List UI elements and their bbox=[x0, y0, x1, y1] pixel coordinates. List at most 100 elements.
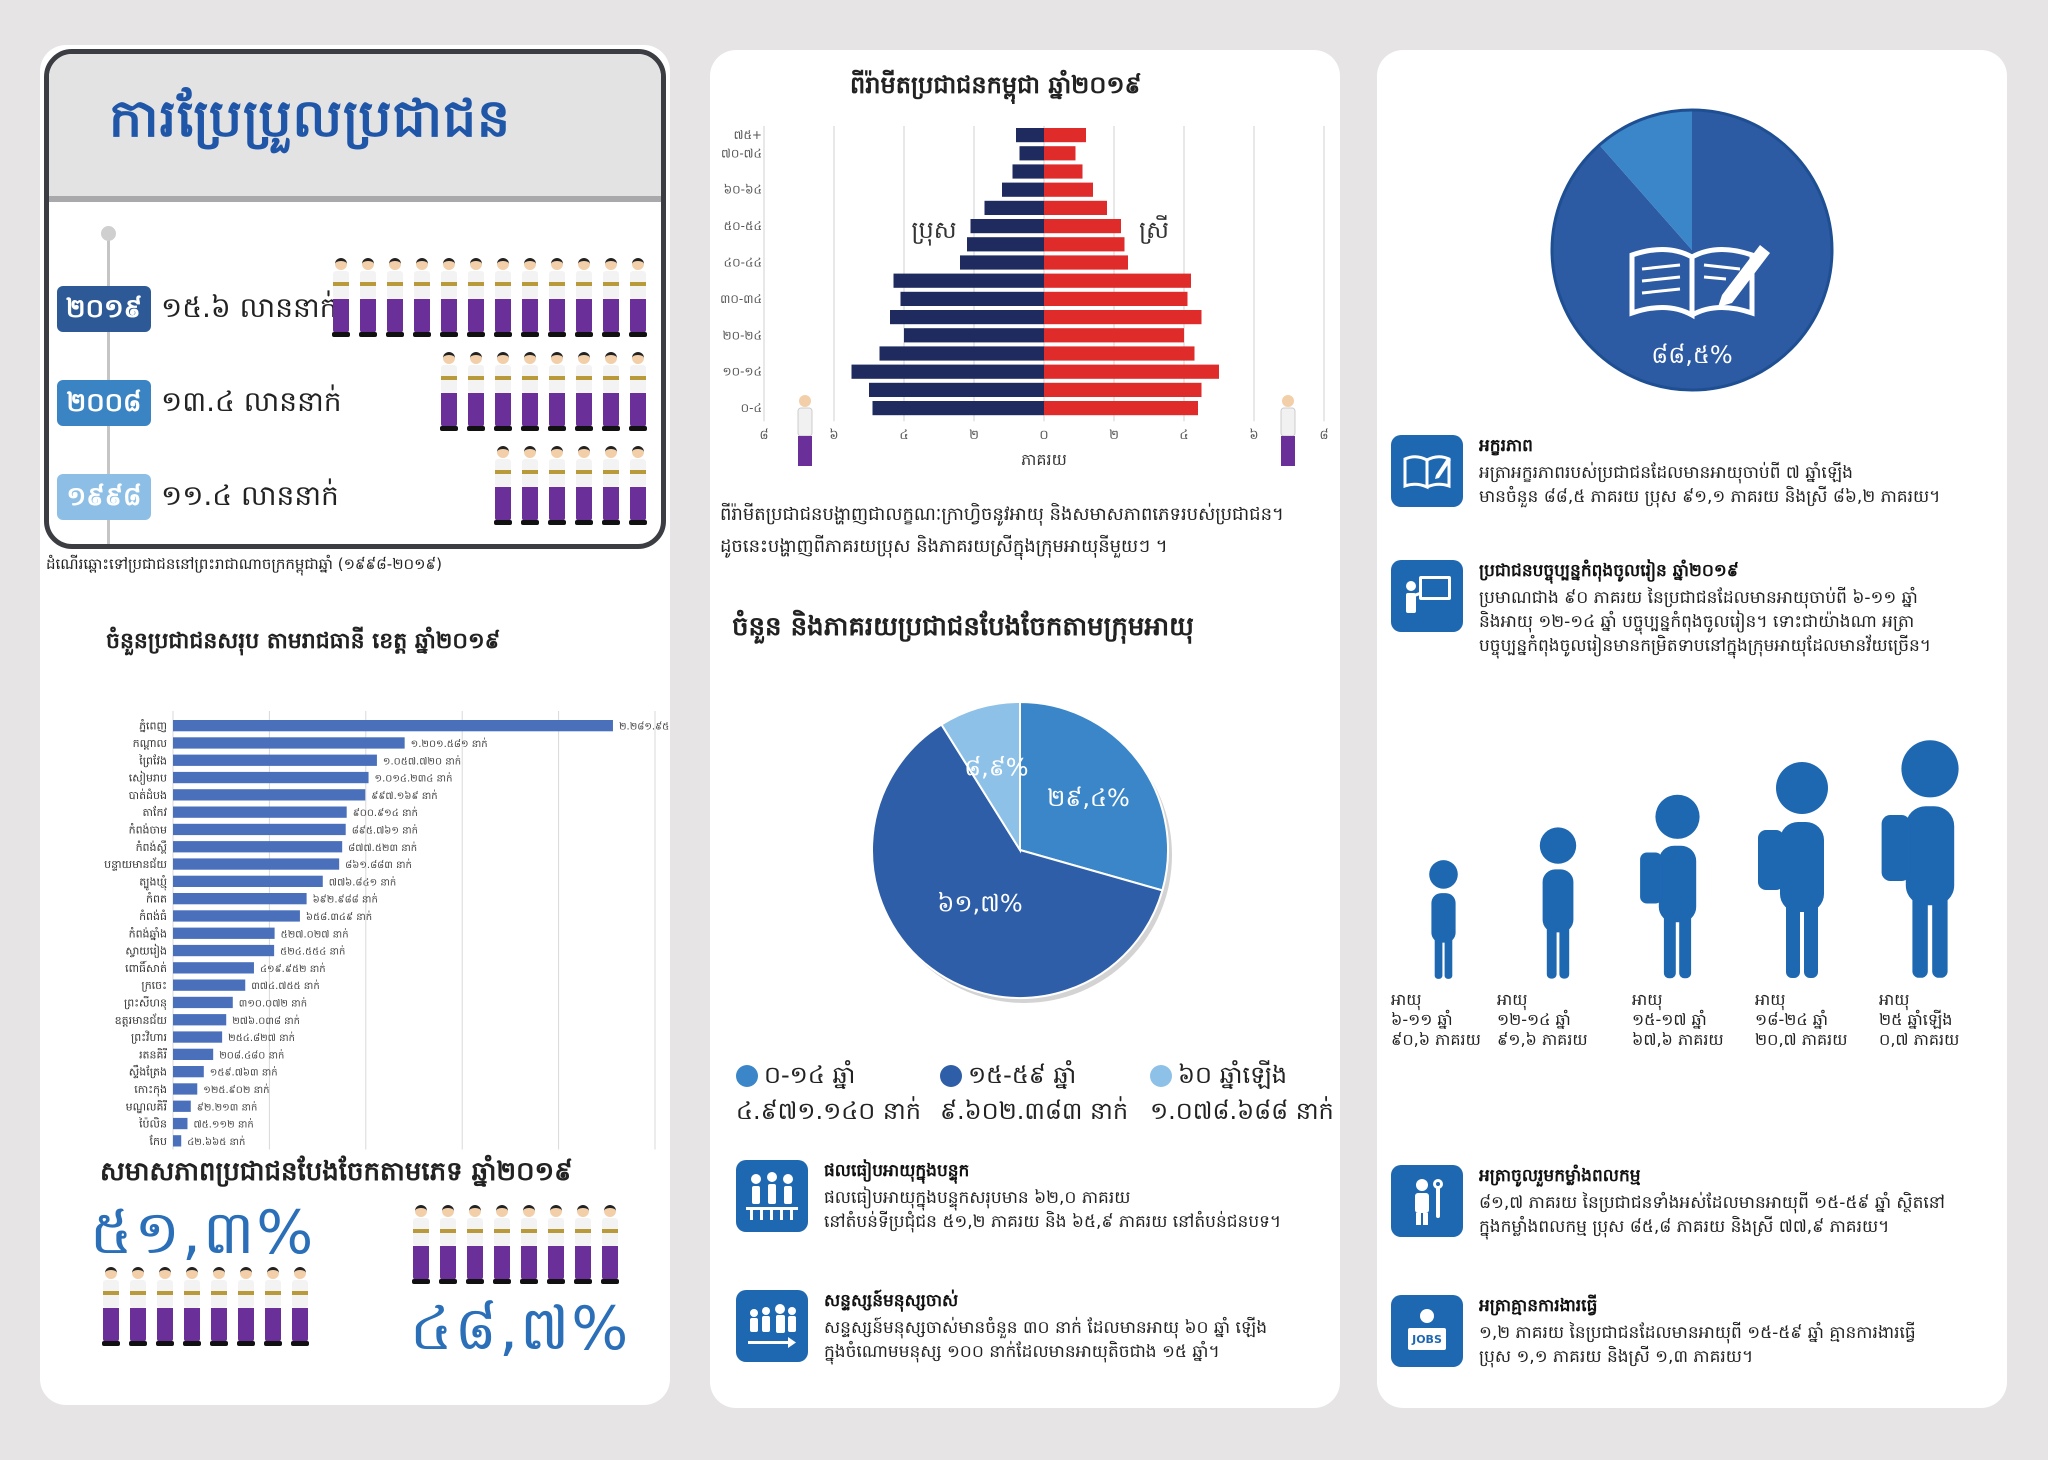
population-change-card: ការប្រែប្រួលប្រជាជន ២០១៩ ១៥.៦ លាននាក់ ២០០៨… bbox=[44, 49, 666, 549]
unemployment-block: JOBS អត្រាគ្មានការងារធ្វើ ១,២ ភាគរយ នៃប្… bbox=[1391, 1295, 1991, 1375]
male-figure bbox=[797, 395, 813, 466]
province-label: ស្វាយរៀង bbox=[125, 944, 167, 959]
male-bar bbox=[900, 291, 1044, 306]
unemployment-line-1: ១,២ ភាគរយ នៃប្រជាជនដែលមានអាយុពី ១៥-៥៩ ឆ្… bbox=[1479, 1323, 1916, 1343]
dependency-text: ផលធៀបអាយុក្នុងបន្ទុកសរុបមាន ៦២,០ ភាគរយ ន… bbox=[824, 1186, 1281, 1234]
school-stage: អាយុ ១៥-១៧ ឆ្នាំ ៦៧,៦ ភាគរយ bbox=[1632, 990, 1724, 1050]
person-figure bbox=[492, 258, 514, 338]
x-tick-label: ២ bbox=[1109, 428, 1119, 443]
female-bar bbox=[1044, 364, 1219, 379]
book-pencil-icon bbox=[1391, 435, 1463, 507]
age-group-title: ចំនួន និងភាគរយប្រជាជនបែងចែកតាមក្រុមអាយុ bbox=[732, 612, 1194, 642]
female-bar bbox=[1044, 200, 1107, 215]
school-stage-pct: ៦៧,៦ ភាគរយ bbox=[1632, 1030, 1724, 1049]
population-figures-row bbox=[438, 352, 649, 432]
school-stage-figures bbox=[1429, 740, 1959, 979]
legend-swatch bbox=[736, 1065, 758, 1087]
province-bar bbox=[173, 754, 377, 766]
student-figure bbox=[1758, 762, 1828, 978]
family-group-icon bbox=[736, 1160, 808, 1232]
province-bar bbox=[173, 858, 340, 870]
province-value-label: ១.០១៤.២៣៤ នាក់ bbox=[375, 772, 453, 785]
province-value-label: ២.២៨១.៩៥១ នាក់ bbox=[619, 720, 670, 733]
x-tick-label: ៨ bbox=[759, 428, 768, 443]
male-bar bbox=[904, 328, 1044, 343]
female-bar bbox=[1044, 128, 1086, 143]
legend-label: ០-១៤ ឆ្នាំ bbox=[764, 1061, 856, 1089]
province-bar bbox=[173, 875, 323, 887]
legend-count: ៤.៩៧១.១៤០ នាក់ bbox=[736, 1097, 921, 1125]
elderly-group-icon bbox=[736, 1290, 808, 1362]
female-figure bbox=[1280, 395, 1296, 466]
population-figures-row bbox=[492, 446, 649, 526]
female-bar bbox=[1044, 146, 1076, 161]
male-bar bbox=[1016, 128, 1044, 143]
school-line-1: ប្រមាណជាង ៩០ ភាគរយ នៃប្រជាជនដែលមានអាយុចា… bbox=[1479, 588, 1918, 608]
province-value-label: ៨៧៧.៥២៣ នាក់ bbox=[348, 841, 417, 854]
province-label: កោះកុង bbox=[134, 1083, 167, 1097]
school-stage: អាយុ ១៨-២៤ ឆ្នាំ ២០,៧ ភាគរយ bbox=[1755, 990, 1847, 1050]
literacy-pie-chart: ៨៨,៥% bbox=[1550, 108, 1834, 392]
province-bar bbox=[173, 962, 254, 974]
province-bar bbox=[173, 1066, 204, 1078]
province-bar bbox=[173, 1083, 198, 1095]
labour-text: ៨១,៧ ភាគរយ នៃប្រជាជនទាំងអស់ដែលមានអាយុពី … bbox=[1479, 1191, 1945, 1239]
male-bar bbox=[960, 255, 1044, 270]
svg-text:JOBS: JOBS bbox=[1411, 1333, 1442, 1346]
person-figure bbox=[330, 258, 352, 338]
school-stage: អាយុ ២៥ ឆ្នាំឡើង ០,៧ ភាគរយ bbox=[1879, 990, 1959, 1050]
person-figure bbox=[384, 258, 406, 338]
female-bar bbox=[1044, 237, 1125, 252]
legend-count: ១.០៧៨.៦៨៨ នាក់ bbox=[1150, 1097, 1334, 1125]
pie-slice bbox=[940, 700, 1021, 854]
person-figure bbox=[546, 352, 568, 432]
dependency-line-2: នៅតំបន់ទីប្រជុំជន ៥១,២ ភាគរយ និង ៦៥,៩ ភា… bbox=[824, 1212, 1282, 1232]
province-value-label: ៥២៤.៥៥៤ នាក់ bbox=[280, 945, 345, 958]
pie-slice bbox=[871, 723, 1164, 999]
unemployment-title: អត្រាគ្មានការងារធ្វើ bbox=[1479, 1296, 1598, 1316]
province-value-label: ៨៩៥.៧៦១ នាក់ bbox=[352, 823, 418, 836]
legend-swatch bbox=[1150, 1065, 1172, 1087]
literacy-pie-label: ៨៨,៥% bbox=[1651, 341, 1732, 369]
pyramid-desc-1: ពីរ៉ាមីតប្រជាជនបង្ហាញជាលក្ខណៈក្រាហ្វិចនូ… bbox=[720, 504, 1284, 525]
person-figure bbox=[357, 258, 379, 338]
person-figure bbox=[519, 446, 541, 526]
female-figure bbox=[181, 1267, 203, 1347]
province-label: ភ្នំពេញ bbox=[139, 719, 167, 733]
male-bar bbox=[872, 401, 1044, 416]
page-title: ការប្រែប្រួលប្រជាជន bbox=[109, 89, 512, 149]
person-figure bbox=[465, 352, 487, 432]
male-bar bbox=[851, 364, 1044, 379]
legend-label: ៦០ ឆ្នាំឡើង bbox=[1178, 1061, 1287, 1089]
province-value-label: ៧៥.១១២ នាក់ bbox=[193, 1118, 253, 1131]
labour-force-block: អត្រាចូលរួមកម្លាំងពលកម្ម ៨១,៧ ភាគរយ នៃប្… bbox=[1391, 1165, 1991, 1245]
y-tick-label: ៣០-៣៤ bbox=[720, 292, 762, 306]
female-figures bbox=[100, 1267, 311, 1347]
legend-item: ១៥-៥៩ ឆ្នាំ bbox=[940, 1060, 1076, 1095]
province-value-label: ៦៥៨.៣៤៩ នាក់ bbox=[306, 910, 372, 923]
province-value-label: ៩០០.៩១៤ នាក់ bbox=[353, 806, 418, 819]
teacher-board-icon bbox=[1391, 560, 1463, 632]
province-value-label: ៣១០.០៧២ នាក់ bbox=[239, 996, 307, 1009]
y-tick-label: ១០-១៤ bbox=[723, 365, 763, 379]
province-label: មណ្ឌលគិរី bbox=[126, 1099, 167, 1113]
y-tick-label: ០-៤ bbox=[741, 401, 762, 415]
school-stage-label: អាយុ bbox=[1755, 990, 1786, 1009]
x-tick-label: ៤ bbox=[1179, 428, 1188, 443]
school-stage-pct: ៩១,៦ ភាគរយ bbox=[1497, 1030, 1588, 1049]
female-figure bbox=[100, 1267, 122, 1347]
pie-slice-label: ៦១,៧% bbox=[937, 889, 1022, 917]
student-figure bbox=[1881, 740, 1959, 978]
province-label: សៀមរាប bbox=[129, 771, 167, 786]
province-label: កំពង់ឆ្នាំង bbox=[129, 926, 167, 940]
province-label: កំពង់ធំ bbox=[139, 909, 167, 923]
province-label: កែប bbox=[150, 1134, 167, 1148]
school-stage-label: អាយុ bbox=[1391, 990, 1422, 1009]
person-figure bbox=[546, 446, 568, 526]
x-tick-label: ៨ bbox=[1319, 428, 1328, 443]
gender-ratio-title: សមាសភាពប្រជាជនបែងចែកតាមភេទ ឆ្នាំ២០១៩ bbox=[100, 1157, 573, 1187]
pie-outline bbox=[1550, 108, 1834, 392]
province-value-label: ៤២.៦៦៥ នាក់ bbox=[187, 1135, 245, 1148]
province-value-label: ៥២៧.០២៧ នាក់ bbox=[281, 927, 349, 940]
literacy-line-2: មានចំនួន ៨៨,៥ ភាគរយ ប្រុស ៩១,១ ភាគរយ និង… bbox=[1479, 487, 1941, 507]
